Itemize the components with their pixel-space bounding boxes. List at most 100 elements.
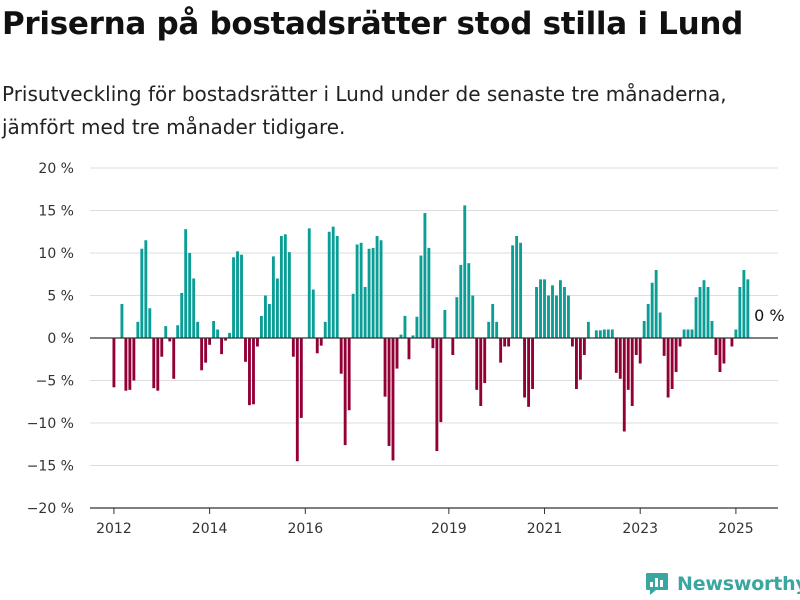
brand-name: Newsworthy — [677, 573, 800, 595]
bar — [483, 338, 487, 384]
bar — [586, 321, 590, 338]
bar — [375, 236, 379, 338]
bar — [176, 325, 180, 338]
bar — [132, 338, 136, 381]
bar — [343, 338, 347, 446]
bar — [539, 279, 542, 338]
bar — [662, 338, 666, 356]
x-tick-label: 2021 — [527, 521, 563, 537]
bar — [252, 338, 255, 405]
bar — [140, 248, 144, 338]
bar — [419, 255, 423, 338]
bar — [351, 293, 355, 338]
bar — [363, 287, 367, 338]
bar — [491, 304, 495, 338]
bar — [690, 329, 694, 338]
bar — [499, 338, 503, 363]
bar — [164, 326, 168, 338]
bar — [192, 278, 196, 338]
bar — [567, 295, 570, 338]
bar — [387, 338, 391, 446]
bar — [495, 321, 499, 338]
bar — [678, 338, 682, 347]
bar — [543, 279, 546, 338]
x-tick-label: 2012 — [96, 521, 132, 537]
bar — [120, 304, 124, 338]
bar — [283, 234, 287, 338]
bar — [746, 279, 750, 338]
bar — [228, 332, 231, 338]
bar — [371, 247, 375, 338]
bar — [311, 289, 315, 338]
bar — [271, 256, 275, 338]
bar — [240, 254, 243, 338]
bar — [511, 245, 515, 338]
bar — [710, 321, 714, 338]
bar — [471, 295, 475, 338]
bar — [515, 236, 519, 338]
bar — [407, 338, 411, 360]
bar — [295, 338, 299, 462]
bar — [706, 287, 710, 338]
bar — [734, 329, 738, 338]
bar — [216, 329, 220, 338]
annotation-label: 0 % — [754, 306, 784, 325]
bar — [535, 287, 538, 338]
bar — [315, 338, 319, 354]
bar — [196, 321, 200, 338]
bar — [455, 297, 459, 338]
bar — [248, 338, 251, 406]
bar — [307, 228, 311, 338]
bar — [367, 248, 371, 338]
bar — [439, 338, 443, 423]
bar — [124, 338, 128, 391]
bar — [551, 285, 554, 338]
y-axis-ticks: −20 % −15 % −10 % −5 % 0 % 5 % 10 % 15 % 20 % — [27, 161, 74, 517]
bar — [507, 338, 511, 347]
x-tick-label: 2025 — [718, 521, 754, 537]
bar — [682, 329, 686, 338]
bar — [399, 334, 403, 338]
x-tick-label: 2023 — [622, 521, 658, 537]
bar — [606, 329, 610, 338]
annotation: 0 % — [752, 304, 786, 327]
bar — [702, 280, 706, 338]
bar — [180, 292, 184, 338]
bar — [160, 338, 164, 357]
bar — [395, 338, 399, 369]
bar — [642, 321, 646, 338]
bar — [379, 240, 383, 338]
bar — [555, 295, 558, 338]
bar — [467, 263, 471, 338]
bar — [212, 321, 216, 338]
bar — [112, 338, 116, 388]
bar — [383, 338, 387, 397]
bar — [331, 226, 335, 338]
bar — [427, 247, 431, 338]
bar — [443, 309, 447, 338]
bar — [714, 338, 718, 355]
bar — [359, 242, 363, 338]
bar — [204, 338, 208, 363]
y-tick-label: 0 % — [47, 331, 74, 347]
bar — [172, 338, 176, 379]
y-tick-label: 20 % — [38, 161, 74, 177]
bar — [722, 338, 726, 364]
bar — [259, 315, 263, 338]
brand-logo: Newsworthy — [644, 570, 800, 598]
bar — [184, 229, 188, 338]
bar — [630, 338, 634, 406]
bar — [463, 205, 467, 338]
bar — [658, 312, 662, 338]
x-tick-label: 2019 — [431, 521, 467, 537]
bar — [287, 252, 291, 338]
y-tick-label: 10 % — [38, 246, 74, 262]
bar — [128, 338, 132, 390]
bar — [451, 338, 455, 355]
bar — [423, 213, 427, 338]
bar — [152, 338, 156, 389]
bar — [224, 338, 227, 341]
bar — [319, 338, 323, 346]
y-tick-label: 15 % — [38, 204, 74, 220]
